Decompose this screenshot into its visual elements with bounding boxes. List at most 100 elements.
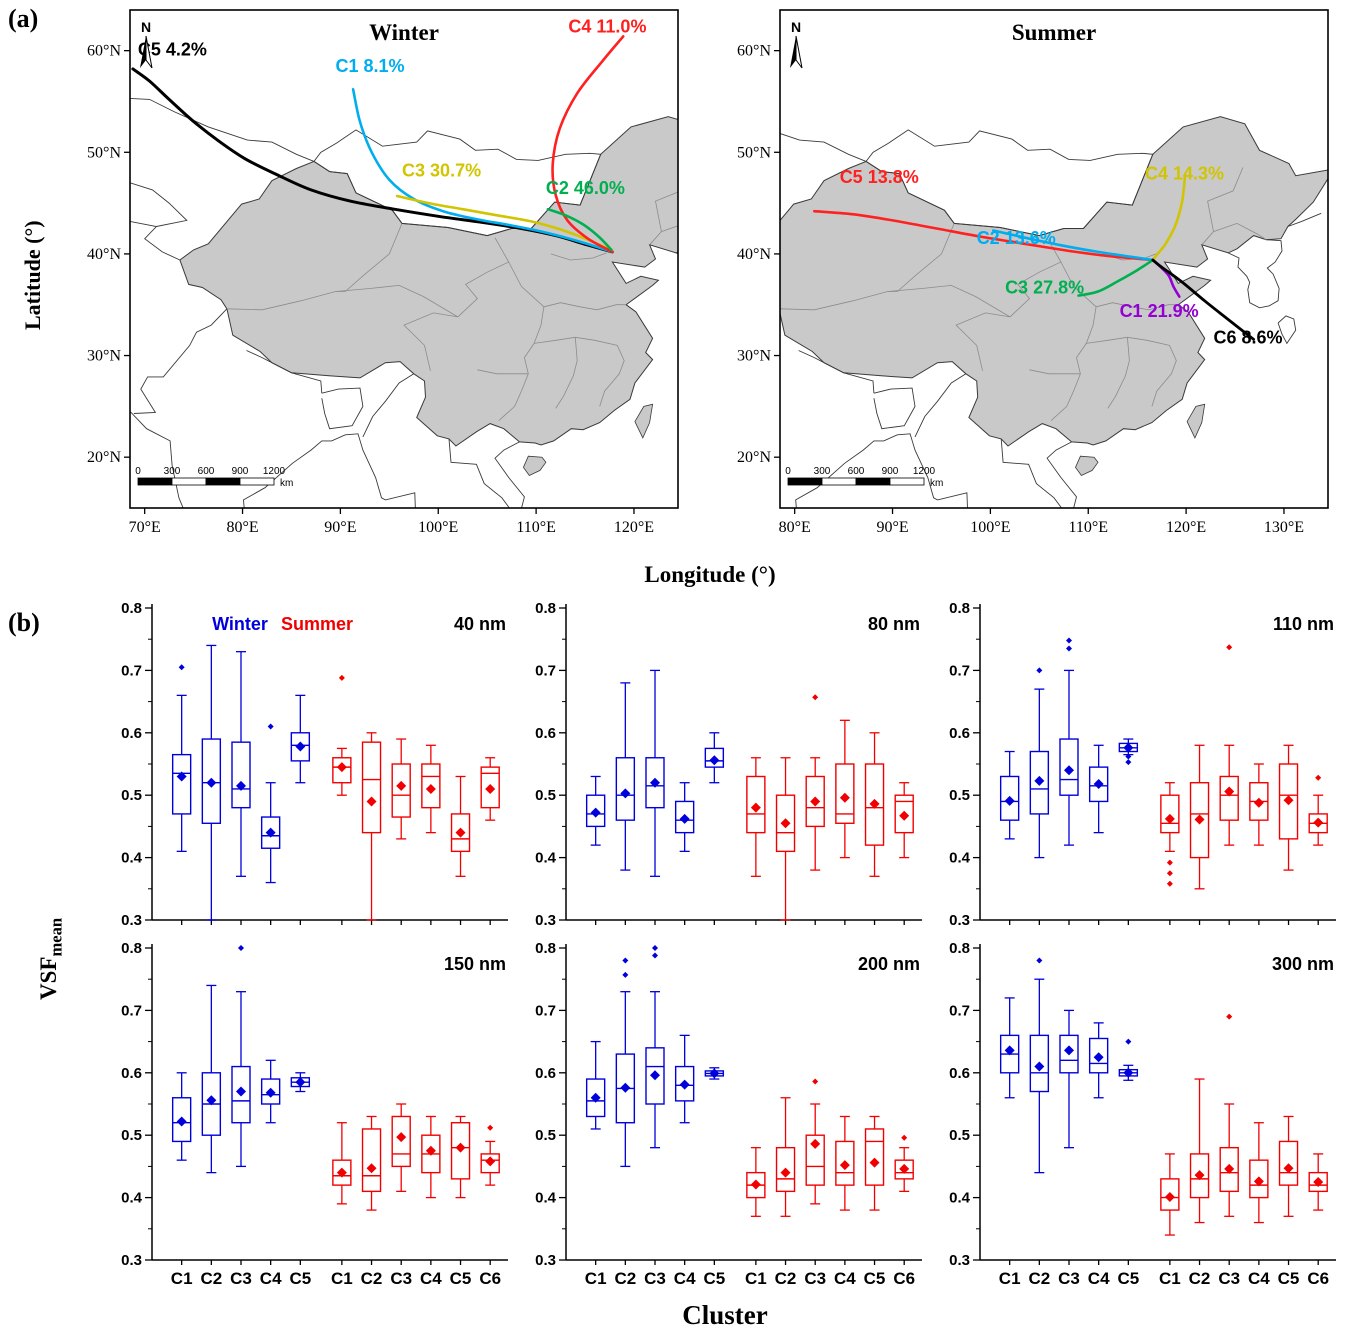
lon-tick-label: 70°E [129,519,161,536]
outlier-marker [1166,859,1173,866]
svg-text:600: 600 [198,466,215,477]
box-summer-c1 [746,757,766,877]
x-tick-winter-c5: C5 [289,1269,311,1288]
box-summer-c5 [450,775,471,877]
box-summer-c2 [1189,744,1210,890]
x-tick-winter-c2: C2 [200,1269,222,1288]
x-tick-summer-c1: C1 [1159,1269,1181,1288]
box-summer-c4 [421,744,441,834]
axes: 0.3 0.4 0.5 0.6 0.7 0.8 C1 C2 C3 C4 C5 C1 C2 C3 C4 C5 C6 [121,940,508,1288]
size-label: 150 nm [444,954,506,974]
size-label: 40 nm [454,614,506,634]
box-summer-c5 [1278,1115,1299,1217]
mean-marker [1093,778,1104,789]
box-summer-c3 [1219,644,1239,846]
y-tick-label: 0.5 [121,1127,142,1144]
mean-marker [810,1138,821,1149]
outlier-marker [812,694,819,701]
mean-marker [295,741,306,752]
mean-marker [455,1142,466,1153]
svg-text:300: 300 [814,466,831,477]
mean-marker [750,802,761,813]
mean-marker [620,1082,631,1093]
box-winter-c3 [1059,1009,1079,1149]
mean-marker [590,1092,601,1103]
box-summer-c6 [1308,1153,1328,1211]
lat-tick-label: 20°N [87,449,121,466]
axes: 0.3 0.4 0.5 0.6 0.7 0.8 C1 C2 C3 C4 C5 C1 C2 C3 C4 C5 C6 [949,940,1336,1288]
mean-marker [336,762,347,773]
y-tick-label: 0.5 [949,787,970,804]
box-winter-c3 [1059,637,1079,846]
axes: 0.3 0.4 0.5 0.6 0.7 0.8 [121,600,508,929]
x-tick-winter-c3: C3 [1058,1269,1080,1288]
map-title: Summer [1012,20,1096,45]
boxplot-subplot-6: 0.3 0.4 0.5 0.6 0.7 0.8 C1 C2 C3 C4 C5 C1 C2 C3 C4 C5 C6… [949,940,1336,1288]
x-tick-winter-c3: C3 [644,1269,666,1288]
summer-trajectory-map: C5 13.8% C2 13.6% C3 27.8% C4 14.3% C1 21.9%… [737,9,1329,536]
latitude-axis-label: Latitude (°) [20,220,45,330]
north-arrow-icon: N [140,19,153,69]
box-summer-c1 [332,1122,352,1205]
x-tick-summer-c2: C2 [775,1269,797,1288]
svg-text:900: 900 [232,466,249,477]
box-winter-c2 [201,984,222,1174]
trajectory-c4 [551,35,625,254]
lon-tick-label: 80°E [779,519,811,536]
box-summer-c1 [746,1147,766,1217]
svg-text:0: 0 [785,466,791,477]
lat-tick-label: 30°N [87,348,121,365]
mean-marker [236,1086,246,1097]
y-tick-label: 0.3 [535,912,556,929]
box-winter-c2 [615,682,636,871]
outlier-marker [1036,957,1043,964]
trajectory-label-c1: C1 21.9% [1120,301,1199,321]
trajectories [131,35,625,254]
box-summer-c3 [391,1103,411,1193]
box-summer-c5 [1278,744,1299,871]
y-tick-label: 0.3 [949,912,970,929]
box-summer-c5 [450,1115,471,1199]
box-winter-c4 [674,1034,695,1124]
x-tick-summer-c5: C5 [450,1269,472,1288]
box-winter-c5 [1118,738,1139,766]
x-tick-summer-c5: C5 [864,1269,886,1288]
box-winter-c4 [260,1059,281,1124]
mean-marker [1283,795,1294,806]
svg-text:km: km [280,478,293,489]
x-tick-winter-c1: C1 [999,1269,1021,1288]
x-tick-summer-c4: C4 [834,1269,856,1288]
y-tick-label: 0.3 [535,1252,556,1269]
x-tick-winter-c4: C4 [260,1269,282,1288]
map-frame [779,9,1329,509]
svg-text:900: 900 [882,466,899,477]
mean-marker [679,1079,690,1090]
lat-tick-label: 30°N [737,348,771,365]
vsf-axis-label: VSFmean [36,918,67,1000]
panel-a-label: (a) [8,4,39,33]
x-tick-summer-c3: C3 [1218,1269,1240,1288]
x-tick-summer-c1: C1 [331,1269,353,1288]
trajectory-label-c4: C4 14.3% [1145,164,1224,184]
mean-marker [899,810,910,821]
outlier-marker [267,723,274,730]
trajectory-label-c4: C4 11.0% [568,16,646,36]
box-winter-c3 [645,669,665,877]
x-tick-summer-c3: C3 [804,1269,826,1288]
x-tick-summer-c6: C6 [1307,1269,1329,1288]
basemap [780,116,1328,508]
lat-tick-label: 50°N [737,144,771,161]
lat-tick-label: 50°N [87,144,121,161]
outlier-marker [622,971,629,978]
mean-marker [1164,1191,1175,1202]
lon-tick-label: 80°E [226,519,258,536]
y-tick-label: 0.6 [949,725,970,742]
svg-text:1200: 1200 [913,466,936,477]
y-tick-label: 0.6 [535,725,556,742]
lon-tick-label: 120°E [1166,519,1206,536]
box-summer-c4 [1249,1122,1269,1224]
x-tick-winter-c5: C5 [703,1269,725,1288]
box-summer-c2 [775,1097,796,1217]
lon-tick-label: 100°E [418,519,458,536]
